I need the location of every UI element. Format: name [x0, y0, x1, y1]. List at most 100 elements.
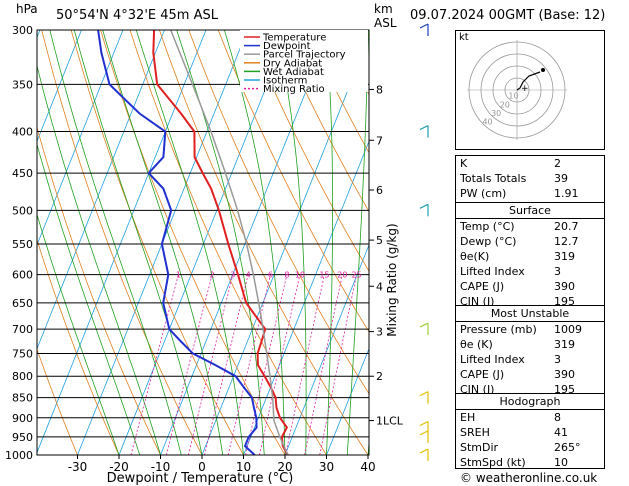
- hodograph-endpoint: [541, 68, 545, 72]
- temperature-tick-label: 0: [198, 460, 206, 474]
- surface-row: θe(K) 319: [456, 249, 604, 264]
- km-tick-label: 7: [376, 134, 383, 147]
- dry-adiabat-line: [247, 30, 369, 273]
- surface-title: Surface: [509, 204, 551, 217]
- surface-value: 3: [554, 265, 561, 278]
- surface-label: Dewp (°C): [460, 235, 517, 248]
- most-unstable-row: CAPE (J) 390: [456, 367, 604, 382]
- temperature-tick-label: 30: [319, 460, 334, 474]
- series-parcel-trajectory: [170, 30, 289, 455]
- sounding-series: [97, 30, 289, 455]
- x-axis-label: Dewpoint / Temperature (°C): [107, 471, 294, 486]
- hodo-row: EH 8: [456, 409, 604, 425]
- hodograph-table: Hodograph EH 8 SREH 41 StmDir 265° StmSpd (kt)…: [455, 393, 605, 469]
- mixing-ratio-line: [227, 274, 271, 455]
- index-row: PW (cm) 1.91: [456, 186, 604, 201]
- isotherm-line: [118, 30, 290, 455]
- most-unstable-title: Most Unstable: [490, 307, 570, 320]
- isotherm-line: [37, 30, 207, 454]
- surface-value: 390: [554, 280, 575, 293]
- temperature-tick-label: -20: [109, 460, 129, 474]
- km-tick-label: 3: [376, 326, 383, 339]
- km-tick-label: 8: [376, 83, 383, 96]
- wet-adiabat-line: [176, 30, 265, 455]
- hodograph-unit: kt: [459, 32, 469, 43]
- legend-label: Mixing Ratio: [263, 84, 325, 95]
- most-unstable-label: Lifted Index: [460, 353, 525, 366]
- indices-box: K 2 Totals Totals 39 PW (cm) 1.91: [455, 155, 605, 203]
- mixing-ratio-line: [245, 274, 288, 455]
- hodo-value: 8: [554, 411, 561, 424]
- index-label: Totals Totals: [460, 172, 527, 185]
- mixing-ratio-label: 25: [351, 271, 361, 280]
- isotherm-line: [326, 347, 369, 455]
- surface-value: 319: [554, 250, 575, 263]
- datetime-title: 09.07.2024 00GMT (Base: 12): [410, 8, 606, 23]
- pressure-tick-label: 600: [12, 269, 33, 282]
- most-unstable-label: CIN (J): [460, 383, 495, 396]
- surface-row: Temp (°C) 20.7: [456, 218, 604, 234]
- location-title: 50°54'N 4°32'E 45m ASL: [56, 8, 218, 23]
- temperature-tick-label: -30: [68, 460, 88, 474]
- index-value: 2: [554, 157, 561, 170]
- credit: © weatheronline.co.uk: [460, 471, 598, 485]
- mixing-ratio-label: 4: [246, 271, 251, 280]
- plot-frame: [36, 29, 370, 456]
- km-tick-label: 6: [376, 184, 383, 197]
- surface-label: θe(K): [460, 250, 490, 263]
- asl-unit: ASL: [374, 16, 397, 30]
- wind-barb-flag: [419, 23, 429, 29]
- hpa-unit: hPa: [16, 2, 38, 16]
- legend-background: [240, 30, 368, 92]
- surface-box: Surface Temp (°C) 20.7 Dewp (°C) 12.7 θe(K) 3…: [455, 202, 605, 308]
- pressure-tick-label: 700: [12, 323, 33, 336]
- index-value: 1.91: [554, 187, 579, 200]
- km-tick-label: 5: [376, 234, 383, 247]
- isotherm-line: [243, 140, 369, 455]
- storm-motion-marker: +: [521, 84, 529, 94]
- hodo-row: StmDir 265°: [456, 440, 604, 455]
- surface-row: CAPE (J) 390: [456, 279, 604, 294]
- pressure-tick-label: 400: [12, 126, 33, 139]
- hodo-value: 41: [554, 426, 568, 439]
- surface-row: Dewp (°C) 12.7: [456, 234, 604, 249]
- wind-barb-flag: [419, 203, 429, 209]
- hodograph-ring-label: 20: [500, 100, 510, 109]
- mixing-ratio-label: 10: [295, 271, 305, 280]
- pressure-tick-label: 300: [12, 24, 33, 37]
- mixing-ratio-label: 2: [209, 271, 214, 280]
- legend-label: Dry Adiabat: [263, 58, 322, 69]
- km-tick-label: 4: [376, 280, 383, 293]
- dry-adiabat-line: [276, 30, 369, 213]
- km-tick-label: 2: [376, 370, 383, 383]
- hodograph-trace: [516, 71, 541, 91]
- most-unstable-value: 390: [554, 368, 575, 381]
- isotherm-line: [37, 30, 82, 143]
- hodo-row: StmSpd (kt) 10: [456, 455, 604, 470]
- surface-value: 20.7: [554, 220, 579, 233]
- surface-label: Lifted Index: [460, 265, 525, 278]
- most-unstable-value: 3: [554, 353, 561, 366]
- most-unstable-label: Pressure (mb): [460, 323, 537, 336]
- dry-adiabat-line: [217, 30, 369, 333]
- most-unstable-value: 319: [554, 338, 575, 351]
- dry-adiabat-line: [37, 348, 78, 455]
- dry-adiabat-line: [306, 30, 369, 154]
- most-unstable-row: CIN (J) 195: [456, 382, 604, 397]
- pressure-tick-label: 850: [12, 392, 33, 405]
- surface-row: Lifted Index 3: [456, 264, 604, 279]
- pressure-tick-label: 800: [12, 370, 33, 383]
- pressure-tick-label: 900: [12, 412, 33, 425]
- wind-barb-flag: [419, 391, 429, 397]
- isotherm-line: [284, 243, 369, 455]
- km-tick-label: 1LCL: [376, 415, 404, 428]
- legend-label: Isotherm: [263, 76, 307, 87]
- hodo-label: StmSpd (kt): [460, 456, 526, 469]
- pressure-tick-label: 550: [12, 238, 33, 251]
- hodograph-ring-label: 10: [508, 92, 518, 101]
- pressure-tick-label: 450: [12, 167, 33, 180]
- isotherm-line: [201, 36, 369, 455]
- surface-row: CIN (J) 195: [456, 294, 604, 309]
